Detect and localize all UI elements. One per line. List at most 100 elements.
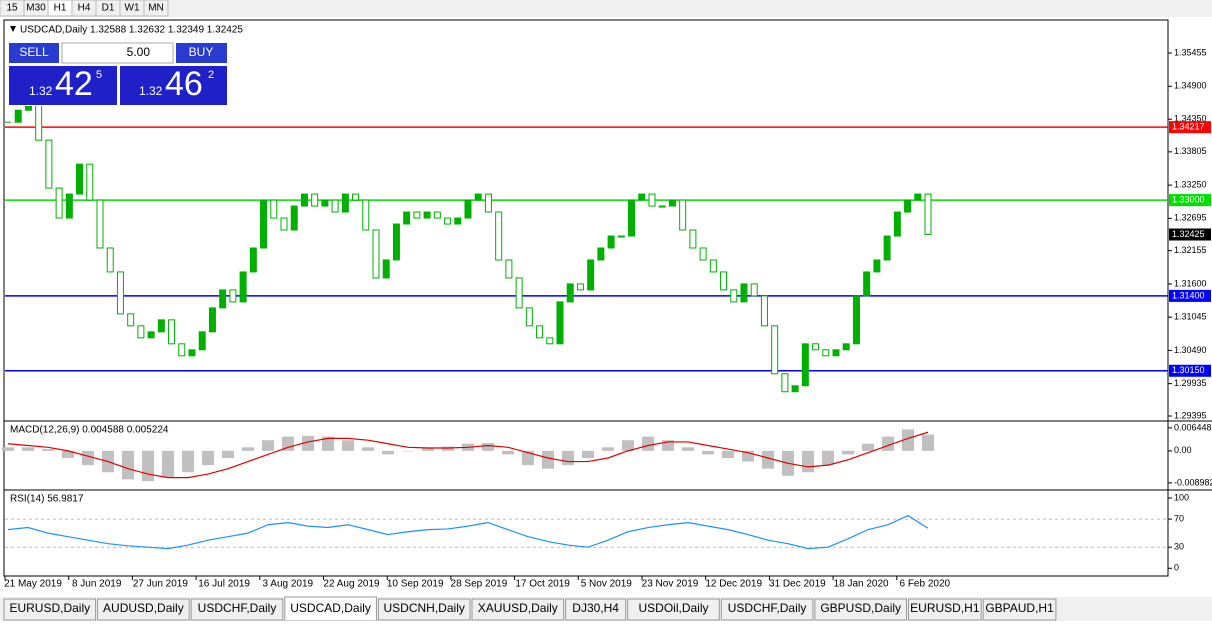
- candle: [260, 199, 268, 249]
- candle: [290, 205, 298, 231]
- candle: [464, 199, 472, 219]
- macd-bar: [922, 434, 934, 451]
- sell-button[interactable]: [9, 43, 59, 63]
- macd-bar: [22, 447, 34, 451]
- tab-label: USDCHF,Daily: [728, 601, 807, 615]
- buy-button[interactable]: [176, 43, 227, 63]
- x-tick-label: 28 Sep 2019: [451, 579, 508, 590]
- buy-price-box[interactable]: [120, 66, 227, 105]
- candle: [280, 217, 288, 231]
- candle: [270, 199, 278, 219]
- y-tick-label: 70: [1174, 513, 1184, 523]
- y-tick-label: 100: [1174, 492, 1189, 502]
- x-tick-label: 8 Jun 2019: [72, 579, 122, 590]
- macd-bar: [342, 440, 354, 451]
- tab[interactable]: [982, 598, 1057, 621]
- candle: [842, 343, 850, 351]
- candle: [86, 163, 94, 201]
- tab-label: XAUUSD,Daily: [478, 601, 558, 615]
- tab[interactable]: [377, 598, 471, 621]
- tab[interactable]: [814, 598, 908, 621]
- macd-bar: [722, 450, 734, 458]
- candle: [525, 307, 533, 327]
- macd-bar: [262, 440, 274, 451]
- candle: [137, 325, 145, 339]
- candle: [730, 289, 738, 303]
- candle: [863, 271, 871, 297]
- macd-bar: [382, 450, 394, 455]
- x-tick-label: 6 Feb 2020: [899, 579, 950, 590]
- candle: [229, 289, 237, 303]
- candle: [331, 199, 339, 213]
- candle: [96, 199, 104, 249]
- price-prefix: 1.32: [139, 84, 163, 98]
- candle: [14, 109, 22, 123]
- macd-bar: [142, 450, 154, 482]
- macd-bar: [862, 443, 874, 451]
- tab[interactable]: [97, 598, 190, 621]
- candle: [55, 187, 63, 219]
- candle: [208, 307, 216, 333]
- tab[interactable]: [720, 598, 814, 621]
- candle: [628, 199, 636, 237]
- macd-bar: [822, 450, 834, 466]
- candle: [709, 259, 717, 273]
- macd-bar: [302, 435, 314, 451]
- tab-label: USDOil,Daily: [638, 601, 708, 615]
- timeframe-label: M30: [26, 3, 46, 14]
- candle: [587, 259, 595, 291]
- lot-input[interactable]: [61, 42, 174, 64]
- candle: [341, 193, 349, 213]
- y-tick-label: 0.006448: [1174, 422, 1212, 432]
- candle: [321, 199, 329, 207]
- macd-bar: [802, 450, 814, 473]
- candle: [566, 283, 574, 303]
- macd-bar: [842, 450, 854, 455]
- y-tick-label: 30: [1174, 542, 1184, 552]
- macd-bar: [742, 450, 754, 462]
- tab[interactable]: [190, 598, 284, 621]
- last-price-label: 1.32425: [1172, 229, 1205, 239]
- level-label: 1.30150: [1172, 365, 1205, 375]
- candle: [495, 211, 503, 261]
- candle: [832, 349, 840, 357]
- candle: [760, 295, 768, 327]
- tab[interactable]: [565, 598, 627, 621]
- candle: [893, 211, 901, 237]
- candle: [372, 229, 380, 279]
- tab-label: DJ30,H4: [572, 601, 619, 615]
- tab[interactable]: [471, 598, 565, 621]
- candle: [116, 271, 124, 315]
- candle: [188, 349, 196, 357]
- sell-price-box[interactable]: [9, 66, 117, 105]
- y-tick-label: 0.00: [1174, 445, 1192, 455]
- tab[interactable]: [908, 598, 982, 621]
- price-small: 5: [96, 69, 102, 81]
- macd-bar: [602, 447, 614, 451]
- timeframe-button[interactable]: [143, 0, 169, 17]
- tab[interactable]: [627, 598, 720, 621]
- y-tick-label: -0.008982: [1174, 477, 1212, 487]
- candle: [771, 325, 779, 375]
- candle: [444, 217, 452, 225]
- macd-bar: [482, 443, 494, 451]
- y-tick-label: 1.29395: [1174, 410, 1207, 420]
- candle: [352, 193, 360, 201]
- tab[interactable]: [3, 598, 97, 621]
- candle: [413, 211, 421, 219]
- candle: [617, 235, 625, 238]
- x-tick-label: 16 Jul 2019: [198, 579, 250, 590]
- y-tick-label: 0: [1174, 563, 1179, 573]
- macd-bar: [642, 436, 654, 451]
- macd-bar: [42, 449, 54, 451]
- candle: [505, 259, 513, 279]
- x-tick-label: 31 Dec 2019: [769, 579, 826, 590]
- candle: [822, 349, 830, 357]
- y-tick-label: 1.29935: [1174, 378, 1207, 388]
- timeframe-label: H4: [78, 3, 91, 14]
- tab[interactable]: [284, 596, 377, 622]
- macd-bar: [2, 447, 14, 451]
- candle: [648, 193, 656, 207]
- macd-bar: [902, 429, 914, 451]
